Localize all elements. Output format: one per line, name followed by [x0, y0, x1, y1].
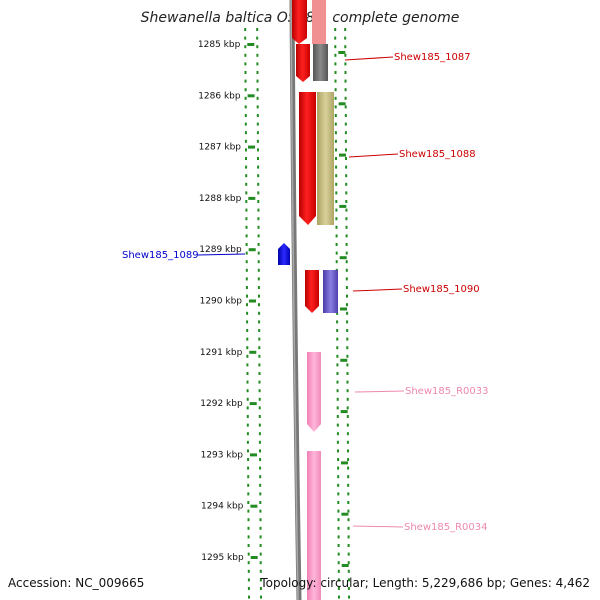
tick-label: 1287 kbp	[199, 143, 242, 153]
tick-label: 1290 kbp	[200, 297, 243, 307]
tick-mark	[250, 504, 258, 508]
feature-shew185-1087-gray[interactable]	[313, 44, 328, 81]
feature-shew185-1088-olive[interactable]	[317, 92, 334, 225]
tick-label: 1293 kbp	[201, 450, 244, 460]
tick-mark-right	[338, 51, 346, 54]
tick-mark	[249, 350, 257, 354]
tick-mark	[250, 453, 257, 457]
tick-mark-right	[339, 204, 347, 208]
tick-mark-right	[341, 564, 349, 567]
tick-label: 1288 kbp	[199, 194, 242, 204]
tick-mark-right	[341, 461, 348, 465]
tick-label: 1292 kbp	[200, 399, 243, 409]
gene-label-shew185-r0033[interactable]: Shew185_R0033	[405, 386, 489, 397]
tick-label: 1295 kbp	[201, 553, 244, 563]
tick-label: 1285 kbp	[198, 40, 241, 50]
tick-mark-right	[341, 512, 349, 516]
tick-mark	[249, 402, 257, 406]
feature-shew185-1088-red[interactable]	[299, 92, 316, 225]
topology-text: Topology: circular; Length: 5,229,686 bp…	[260, 576, 590, 590]
tick-mark-right	[338, 102, 346, 106]
gene-label-shew185-r0034[interactable]: Shew185_R0034	[404, 522, 488, 533]
feature-shew185-1090-purple[interactable]	[323, 270, 338, 313]
tick-mark	[247, 94, 255, 98]
ruler-ticks: 1285 kbp 1286 kbp 1287 kbp 1288 kbp 1289 kbp…	[198, 40, 349, 567]
tick-label: 1291 kbp	[200, 348, 243, 358]
tick-mark	[247, 43, 255, 46]
feature-top-red[interactable]	[292, 0, 307, 44]
genome-backbone	[289, 0, 302, 600]
tick-mark-right	[340, 410, 348, 414]
tick-mark	[248, 145, 255, 149]
feature-shew185-1089-blue[interactable]	[278, 243, 290, 265]
tick-mark	[249, 299, 256, 303]
tick-mark-right	[340, 358, 348, 362]
tick-mark-right	[339, 153, 346, 157]
feature-top-pink[interactable]	[312, 0, 326, 44]
gene-label-shew185-1088[interactable]: Shew185_1088	[399, 149, 476, 160]
gene-label-shew185-1087[interactable]: Shew185_1087	[394, 52, 471, 63]
callout-lines	[197, 56, 405, 528]
tick-mark	[250, 556, 258, 559]
gene-label-shew185-1089[interactable]: Shew185_1089	[122, 250, 199, 261]
feature-shew185-r0033[interactable]	[307, 352, 321, 432]
ruler-dots	[244, 28, 350, 599]
accession-text: Accession: NC_009665	[8, 576, 145, 590]
tick-mark-right	[339, 256, 347, 260]
tick-mark-right	[340, 307, 347, 311]
feature-shew185-1090-red[interactable]	[305, 270, 319, 313]
feature-shew185-1087-red[interactable]	[296, 44, 310, 82]
tick-label: 1289 kbp	[199, 245, 242, 255]
tick-label: 1294 kbp	[201, 502, 244, 512]
tick-mark	[248, 248, 256, 252]
tick-label: 1286 kbp	[198, 91, 241, 101]
tick-mark	[248, 196, 256, 200]
gene-label-shew185-1090[interactable]: Shew185_1090	[403, 284, 480, 295]
feature-shew185-r0034[interactable]	[307, 451, 321, 600]
